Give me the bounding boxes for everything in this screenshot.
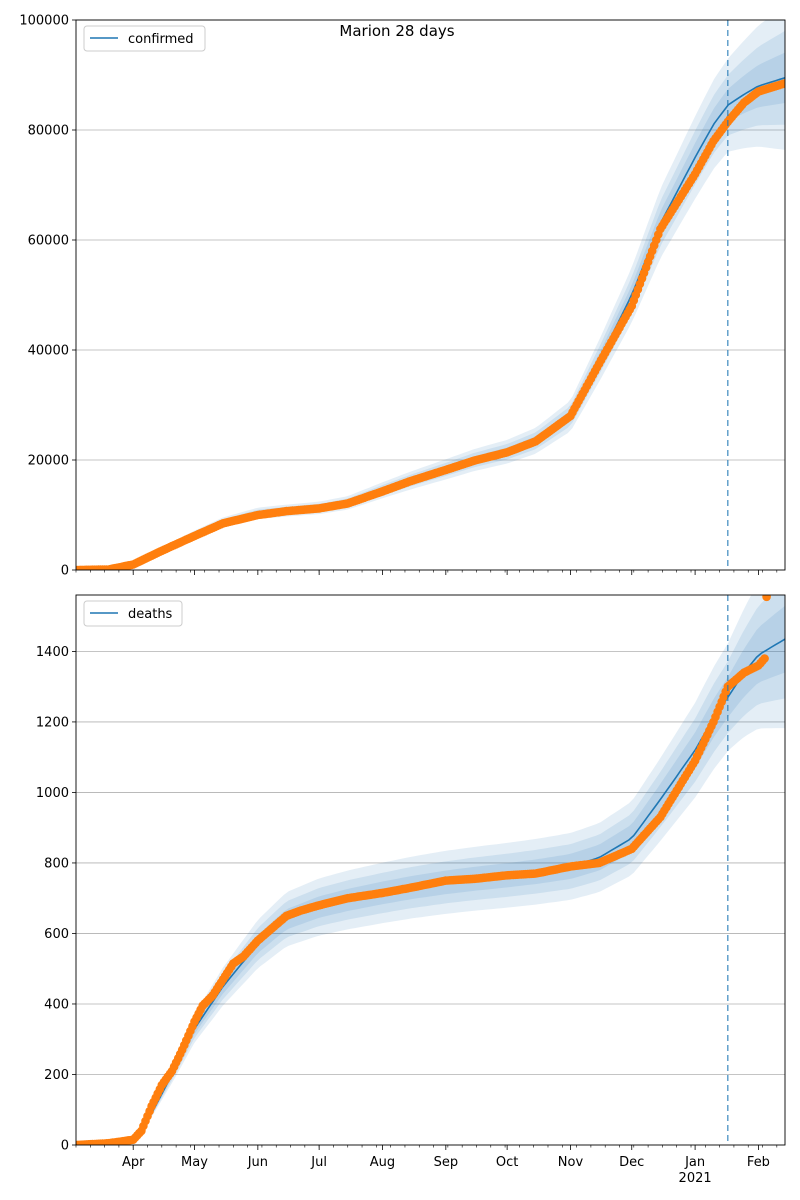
figure-title: Marion 28 days [339, 22, 454, 40]
x-tick-label: Nov [558, 1155, 584, 1170]
y-tick-label: 80000 [28, 124, 69, 139]
y-tick-label: 40000 [28, 344, 69, 359]
y-tick-label: 1200 [36, 715, 69, 730]
x-tick-label: Dec [619, 1155, 644, 1170]
x-tick-label: Jan [684, 1155, 705, 1170]
x-year-label: 2021 [679, 1171, 712, 1186]
x-tick-label: Oct [496, 1155, 518, 1170]
plot-area [76, 20, 785, 570]
plot-area [76, 595, 785, 1145]
legend-box [83, 25, 206, 52]
x-tick-label: Sep [434, 1155, 459, 1170]
uncertainty-band [76, 20, 785, 570]
y-tick-label: 1000 [36, 786, 69, 801]
legend-label: confirmed [128, 32, 194, 47]
observed-point [780, 79, 785, 88]
legend-box [83, 600, 183, 627]
y-tick-label: 100000 [19, 14, 69, 29]
y-tick-label: 60000 [28, 234, 69, 249]
axes-frame [75, 19, 786, 571]
uncertainty-band [76, 595, 785, 1145]
x-tick-label: Aug [370, 1155, 395, 1170]
x-tick-label: Jun [247, 1155, 268, 1170]
y-tick-label: 400 [44, 997, 69, 1012]
x-tick-label: Jul [310, 1155, 327, 1170]
axes-frame [75, 594, 786, 1146]
x-tick-label: May [181, 1155, 208, 1170]
x-tick-label: Apr [122, 1155, 145, 1170]
x-tick-label: Feb [747, 1155, 770, 1170]
y-tick-label: 800 [44, 856, 69, 871]
uncertainty-band [76, 595, 785, 1145]
y-tick-label: 200 [44, 1068, 69, 1083]
legend-label: deaths [128, 607, 173, 622]
deaths-panel: 0 200 400 600 800 1000 1200 1400 Apr May Jun Jul Aug… [36, 594, 786, 1186]
confirmed-panel: 0 20000 40000 60000 80000 100000 confirmed [19, 14, 786, 579]
y-tick-label: 20000 [28, 454, 69, 469]
uncertainty-band [76, 605, 785, 1145]
y-tick-label: 600 [44, 927, 69, 942]
observed-point [762, 595, 771, 602]
y-tick-label: 0 [61, 1139, 69, 1154]
observed-point [760, 654, 769, 663]
y-tick-label: 1400 [36, 645, 69, 660]
y-tick-label: 0 [61, 564, 69, 579]
uncertainty-band [76, 30, 785, 570]
legend: deaths [83, 600, 183, 627]
legend: confirmed [83, 25, 206, 52]
